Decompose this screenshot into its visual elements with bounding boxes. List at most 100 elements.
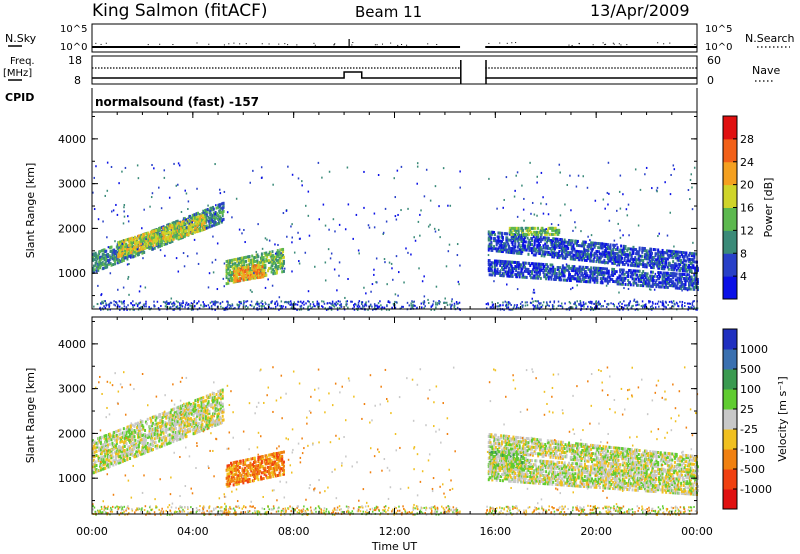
nsky-dot [605,43,607,45]
data-cell [552,265,555,269]
noise-cell [373,268,375,271]
data-cell [578,271,581,275]
noise-cell [619,236,622,239]
data-cell [275,263,278,267]
ground-cell [214,308,217,311]
noise-cell [220,207,222,210]
data-cell [578,252,581,256]
data-cell [556,255,559,259]
ground-cell [681,306,684,309]
ground-cell [332,304,335,307]
data-cell [537,235,540,239]
data-cell [695,281,698,285]
noise-cell [669,262,671,265]
noise-cell [561,245,563,248]
data-cell [606,245,609,249]
data-cell [114,256,117,260]
noise-cell [165,226,168,229]
data-cell [249,277,252,281]
data-cell [508,238,511,242]
noise-cell [459,170,461,173]
data-cell [271,250,274,254]
data-cell [246,269,249,273]
noise-cell [163,176,166,179]
data-cell [273,269,276,273]
data-cell [592,259,595,263]
data-cell [651,270,654,274]
ground-cell [179,302,181,305]
noise-cell [657,272,660,275]
data-cell [510,272,513,276]
nsky-dot [669,42,671,44]
noise-cell [352,237,354,240]
data-cell [520,269,523,273]
ground-cell [410,302,412,305]
ground-cell [580,304,583,307]
ground-cell [122,300,125,303]
data-cell [628,251,631,255]
data-cell [490,263,493,267]
ground-cell [284,306,287,309]
data-cell [545,277,548,281]
noise-cell [392,278,394,281]
noise-cell [188,222,191,225]
ground-cell [355,303,357,306]
data-cell [517,267,520,271]
data-cell [673,282,676,286]
data-cell [653,274,656,278]
data-cell [262,275,265,279]
data-cell [646,272,649,276]
ground-cell [431,304,434,307]
data-cell [502,268,505,272]
data-cell [608,279,611,283]
noise-cell [673,168,676,171]
ground-cell [456,302,458,305]
noise-cell [619,174,622,177]
ground-cell [357,303,360,306]
data-cell [611,269,614,273]
data-cell [590,253,593,257]
data-cell [253,255,256,259]
ground-cell [526,304,529,307]
data-cell [561,238,564,242]
ground-cell [346,303,348,306]
data-cell [602,260,605,264]
data-cell [523,240,526,244]
data-cell [129,239,132,243]
data-cell [568,243,571,247]
data-cell [237,261,240,265]
ground-cell [662,300,664,303]
data-cell [236,265,239,269]
ground-cell [424,305,426,308]
ground-cell [564,302,566,305]
ground-cell [139,301,142,304]
data-cell [632,251,635,255]
data-cell [162,232,165,236]
data-cell [553,245,556,249]
data-cell [511,241,514,245]
data-cell [508,274,511,278]
data-cell [128,241,131,245]
ground-cell [671,301,673,304]
ground-cell [162,300,165,303]
data-cell [620,276,623,280]
data-cell [135,247,138,251]
noise-cell [420,209,422,212]
data-cell [581,271,584,275]
data-cell [488,244,491,248]
data-cell [231,270,234,274]
data-cell [129,249,132,253]
data-cell [523,275,526,279]
data-cell [600,277,603,281]
noise-cell [334,230,336,233]
data-cell [636,283,639,287]
data-cell [590,255,593,259]
data-cell [189,228,192,232]
data-cell [682,251,685,255]
data-cell [640,277,643,281]
noise-cell [244,241,246,244]
data-cell [667,249,670,253]
data-cell [654,280,657,284]
ground-cell [101,301,103,304]
data-cell [680,278,683,282]
